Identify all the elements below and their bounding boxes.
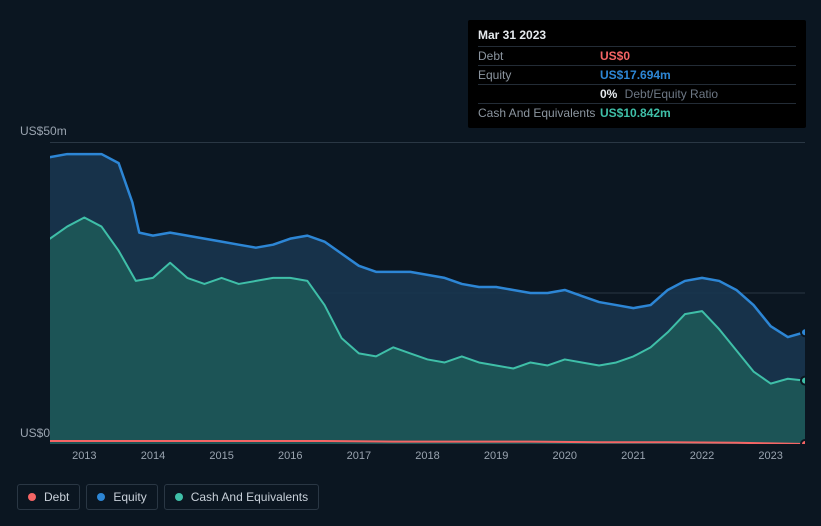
x-tick-label: 2015 [209,450,233,462]
tooltip-row-value: US$10.842m [600,106,671,120]
x-tick-label: 2014 [141,450,165,462]
tooltip-row-value: US$0 [600,49,630,63]
legend-swatch [28,493,36,501]
legend-item-equity[interactable]: Equity [86,484,157,510]
x-axis-labels: 2013 2014 2015 2016 2017 2018 2019 2020 2021 2022… [50,450,805,466]
tooltip-row-value: 0% Debt/Equity Ratio [600,87,718,101]
legend-label: Debt [44,490,69,504]
tooltip-row-label: Equity [478,68,600,82]
y-axis-min-label: US$0 [20,426,50,440]
tooltip-row-label [478,87,600,101]
x-tick-label: 2021 [621,450,645,462]
x-tick-label: 2023 [758,450,782,462]
tooltip-row: DebtUS$0 [478,46,796,65]
plot-region[interactable] [50,142,805,444]
chart-area: US$50m US$0 2013 2014 2015 2016 2017 2018 2019… [16,124,805,464]
x-tick-label: 2019 [484,450,508,462]
x-tick-label: 2018 [415,450,439,462]
legend-item-cash-and-equivalents[interactable]: Cash And Equivalents [164,484,319,510]
end-marker-Debt [801,440,805,444]
end-marker-Cash And Equivalents [801,377,805,385]
x-tick-label: 2020 [553,450,577,462]
chart-legend: Debt Equity Cash And Equivalents [17,484,319,510]
legend-label: Equity [113,490,146,504]
tooltip-row-label: Cash And Equivalents [478,106,600,120]
x-tick-label: 2013 [72,450,96,462]
tooltip-row: EquityUS$17.694m [478,65,796,84]
legend-swatch [175,493,183,501]
chart-tooltip: Mar 31 2023 DebtUS$0EquityUS$17.694m0% D… [468,20,806,128]
tooltip-row: 0% Debt/Equity Ratio [478,84,796,103]
x-tick-label: 2016 [278,450,302,462]
tooltip-row-label: Debt [478,49,600,63]
tooltip-row-value: US$17.694m [600,68,671,82]
tooltip-row: Cash And EquivalentsUS$10.842m [478,103,796,122]
x-tick-label: 2017 [347,450,371,462]
end-marker-Equity [801,328,805,336]
y-axis-max-label: US$50m [20,124,67,138]
tooltip-date: Mar 31 2023 [478,26,796,46]
legend-label: Cash And Equivalents [191,490,308,504]
legend-item-debt[interactable]: Debt [17,484,80,510]
x-tick-label: 2022 [690,450,714,462]
legend-swatch [97,493,105,501]
